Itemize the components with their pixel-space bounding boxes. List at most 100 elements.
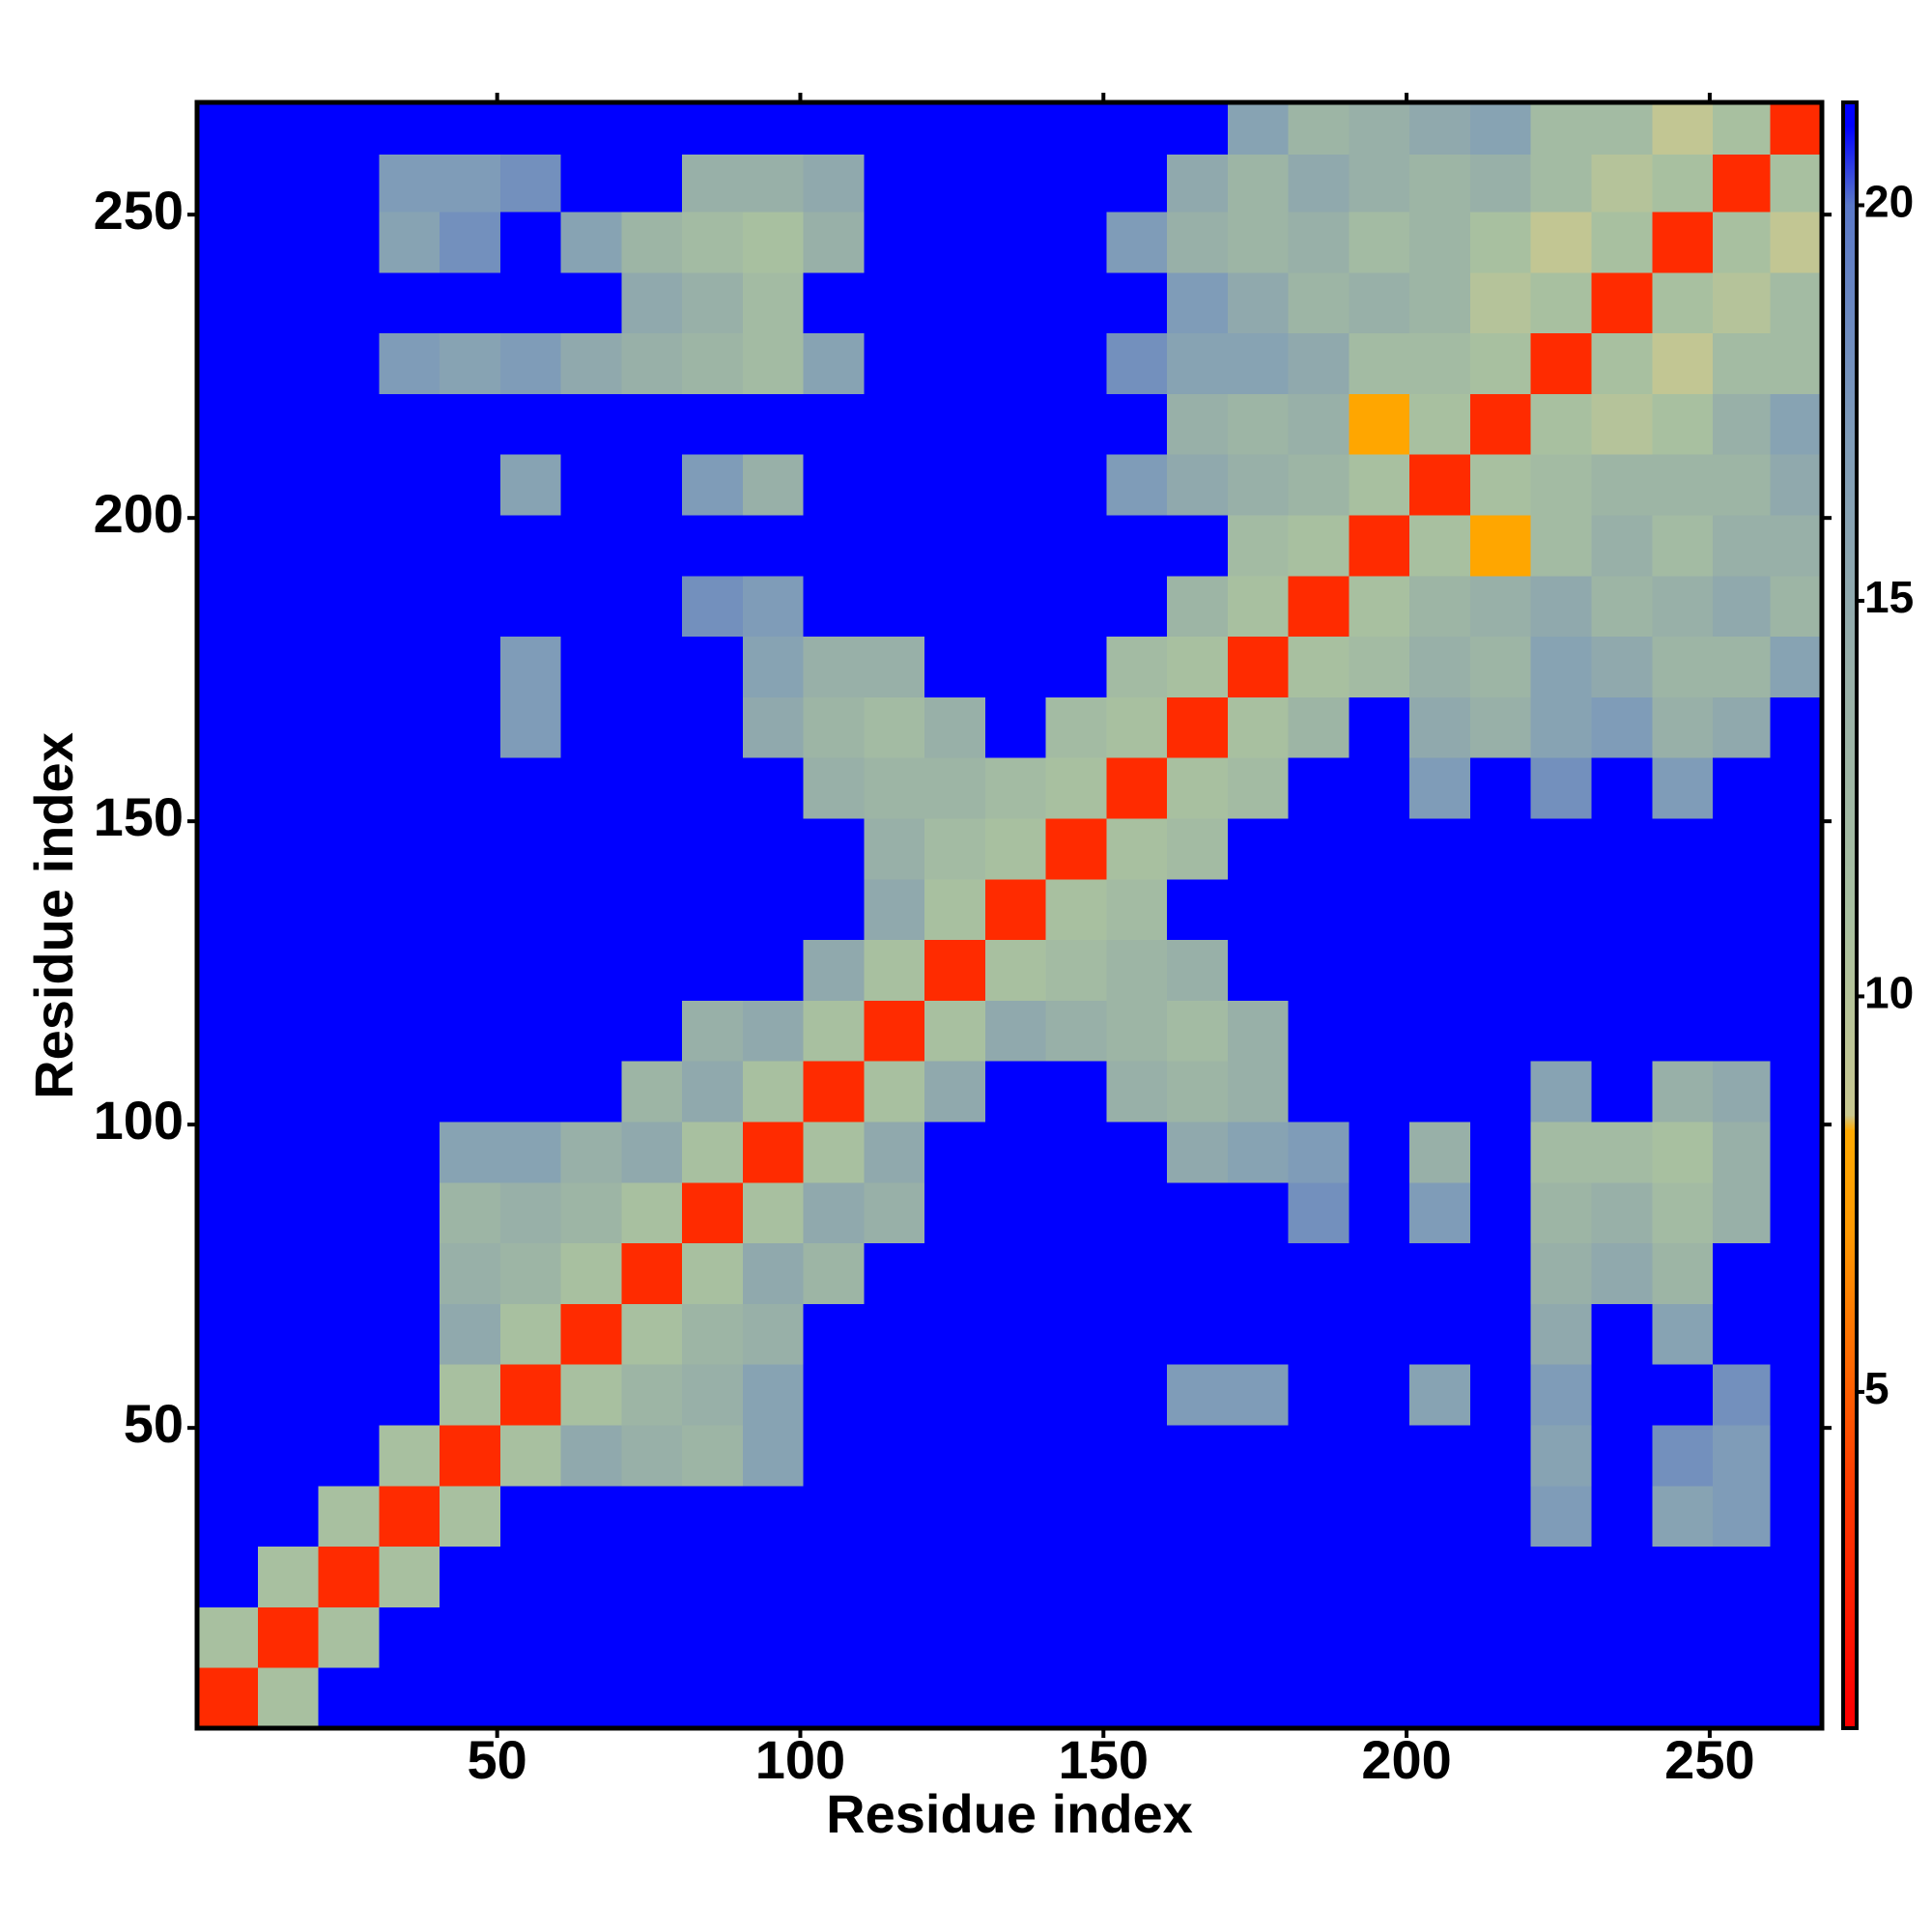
heatmap-cell — [1167, 878, 1229, 941]
y-tick-label: 200 — [94, 483, 184, 544]
heatmap-cell — [1469, 1364, 1532, 1426]
heatmap-cell — [742, 1122, 805, 1183]
heatmap-cell — [1770, 1546, 1823, 1607]
heatmap-cell — [742, 515, 805, 577]
heatmap-cell — [318, 878, 380, 941]
heatmap-cell — [1288, 818, 1350, 880]
heatmap-cell — [1530, 1303, 1593, 1365]
heatmap-cell — [379, 332, 440, 394]
heatmap-cell — [1409, 636, 1471, 697]
heatmap-cell — [197, 1122, 259, 1183]
heatmap-cell — [1288, 1122, 1350, 1183]
heatmap-cell — [621, 1606, 683, 1668]
heatmap-cell — [682, 1181, 744, 1244]
heatmap-cell — [924, 1546, 986, 1607]
heatmap-cell — [621, 636, 683, 697]
heatmap-cell — [379, 696, 440, 758]
heatmap-cell — [1349, 154, 1410, 213]
heatmap-cell — [864, 515, 925, 577]
heatmap-cell — [318, 454, 380, 516]
heatmap-cell — [1227, 454, 1290, 516]
heatmap-cell — [984, 1000, 1047, 1062]
heatmap-cell — [924, 1061, 986, 1122]
heatmap-cell — [864, 1425, 925, 1487]
heatmap-cell — [197, 1303, 259, 1365]
heatmap-cell — [803, 1485, 865, 1548]
heatmap-cell — [1349, 1122, 1410, 1183]
heatmap-cell — [1409, 454, 1471, 516]
heatmap-cell — [864, 1181, 925, 1244]
heatmap-cell — [1652, 575, 1714, 638]
heatmap-cell — [1409, 1181, 1471, 1244]
heatmap-cell — [742, 1000, 805, 1062]
heatmap-cell — [1530, 271, 1593, 334]
heatmap-cell — [984, 515, 1047, 577]
heatmap-cell — [1167, 1242, 1229, 1304]
heatmap-cell — [499, 1181, 562, 1244]
y-tick-label: 150 — [94, 786, 184, 847]
heatmap-cell — [1227, 1546, 1290, 1607]
heatmap-cells — [197, 102, 1823, 1729]
heatmap-cell — [197, 1061, 259, 1122]
heatmap-cell — [379, 1061, 440, 1122]
heatmap-cell — [682, 154, 744, 213]
heatmap-cell — [1045, 1606, 1107, 1668]
heatmap-cell — [1106, 332, 1168, 394]
heatmap-cell — [1713, 1606, 1772, 1668]
heatmap-cell — [864, 454, 925, 516]
heatmap-cell — [1106, 1606, 1168, 1668]
heatmap-cell — [1770, 1606, 1823, 1668]
heatmap-cell — [560, 1061, 622, 1122]
heatmap-cell — [1227, 332, 1290, 394]
heatmap-cell — [864, 1546, 925, 1607]
heatmap-cell — [1591, 332, 1653, 394]
heatmap-cell — [984, 1364, 1047, 1426]
heatmap-cell — [1227, 154, 1290, 213]
heatmap-cell — [560, 696, 622, 758]
heatmap-cell — [803, 332, 865, 394]
heatmap-cell — [1349, 1181, 1410, 1244]
heatmap-cell — [1045, 1546, 1107, 1607]
heatmap-cell — [742, 757, 805, 819]
heatmap-cell — [1288, 1061, 1350, 1122]
heatmap-cell — [440, 818, 501, 880]
heatmap-cell — [1770, 878, 1823, 941]
heatmap-cell — [257, 575, 320, 638]
heatmap-cell — [803, 939, 865, 1001]
heatmap-cell — [1652, 1181, 1714, 1244]
heatmap-cell — [560, 1122, 622, 1183]
heatmap-cell — [1227, 1242, 1290, 1304]
heatmap-cell — [621, 1181, 683, 1244]
heatmap-cell — [318, 102, 380, 155]
heatmap-cell — [864, 1485, 925, 1548]
heatmap-cell — [257, 1485, 320, 1548]
heatmap-cell — [1106, 939, 1168, 1001]
heatmap-cell — [742, 1061, 805, 1122]
heatmap-cell — [621, 575, 683, 638]
heatmap-cell — [803, 1000, 865, 1062]
heatmap-cell — [621, 454, 683, 516]
heatmap-cell — [1106, 1546, 1168, 1607]
heatmap-cell — [1227, 1061, 1290, 1122]
heatmap-cell — [803, 1061, 865, 1122]
heatmap-cell — [560, 1242, 622, 1304]
heatmap-cell — [682, 393, 744, 455]
heatmap-cell — [803, 1606, 865, 1668]
heatmap-cell — [1591, 1122, 1653, 1183]
heatmap-cell — [1045, 1364, 1107, 1426]
heatmap-cell — [1288, 757, 1350, 819]
heatmap-cell — [682, 575, 744, 638]
heatmap-cell — [1713, 818, 1772, 880]
heatmap-cell — [1713, 332, 1772, 394]
heatmap-cell — [1349, 1242, 1410, 1304]
heatmap-cell — [197, 1181, 259, 1244]
heatmap-cell — [318, 1364, 380, 1426]
heatmap-cell — [318, 212, 380, 273]
heatmap-cell — [1591, 1667, 1653, 1729]
heatmap-cell — [1469, 1485, 1532, 1548]
heatmap-cell — [1045, 1122, 1107, 1183]
heatmap-cell — [197, 1242, 259, 1304]
heatmap-cell — [379, 939, 440, 1001]
heatmap-cell — [1591, 1181, 1653, 1244]
heatmap-cell — [440, 1364, 501, 1426]
